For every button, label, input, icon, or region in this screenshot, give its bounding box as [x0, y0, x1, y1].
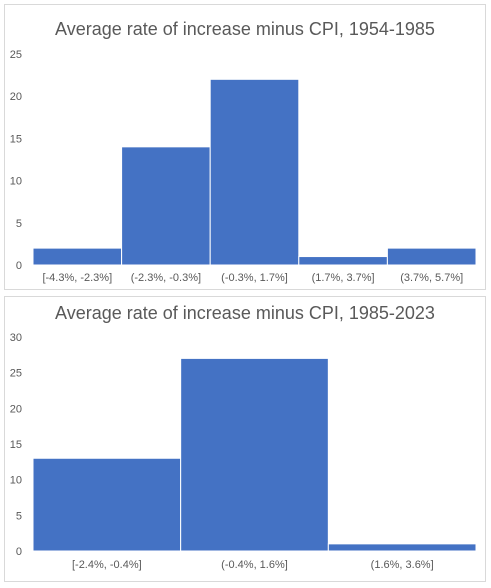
y-tick-label: 20	[10, 403, 22, 415]
y-tick-label: 5	[16, 218, 22, 230]
x-tick-label: (3.7%, 5.7%]	[400, 272, 463, 284]
histogram-bar	[386, 247, 477, 266]
chart-title: Average rate of increase minus CPI, 1954…	[55, 19, 435, 39]
histogram-bar	[327, 543, 477, 552]
x-tick-label: [-4.3%, -2.3%]	[42, 272, 112, 284]
chart-title: Average rate of increase minus CPI, 1985…	[55, 303, 435, 323]
histogram-bar	[32, 247, 123, 266]
histogram-panel-1954-1985: Average rate of increase minus CPI, 1954…	[4, 4, 486, 290]
histogram-bar	[121, 146, 211, 266]
y-tick-label: 5	[16, 510, 22, 522]
y-tick-label: 10	[10, 475, 22, 487]
y-tick-label: 0	[16, 546, 22, 558]
histogram-bar	[180, 357, 329, 552]
y-tick-label: 10	[10, 176, 22, 188]
x-tick-label: (1.6%, 3.6%]	[371, 559, 434, 571]
y-tick-label: 15	[10, 133, 22, 145]
y-tick-label: 15	[10, 439, 22, 451]
y-tick-label: 20	[10, 91, 22, 103]
x-tick-label: [-2.4%, -0.4%]	[72, 559, 142, 571]
y-tick-label: 25	[10, 49, 22, 61]
x-tick-label: (-2.3%, -0.3%]	[131, 272, 201, 284]
histogram-bar	[298, 256, 388, 266]
y-tick-label: 0	[16, 260, 22, 272]
histogram-1985-2023: Average rate of increase minus CPI, 1985…	[10, 303, 477, 571]
x-tick-label: (-0.3%, 1.7%]	[221, 272, 288, 284]
x-tick-label: (1.7%, 3.7%]	[312, 272, 375, 284]
histogram-1954-1985: Average rate of increase minus CPI, 1954…	[10, 19, 477, 284]
y-tick-label: 30	[10, 332, 22, 344]
histogram-panel-1985-2023: Average rate of increase minus CPI, 1985…	[4, 296, 486, 582]
y-tick-label: 25	[10, 368, 22, 380]
histogram-bar	[209, 78, 300, 266]
histogram-bar	[32, 457, 182, 552]
x-tick-label: (-0.4%, 1.6%]	[221, 559, 288, 571]
